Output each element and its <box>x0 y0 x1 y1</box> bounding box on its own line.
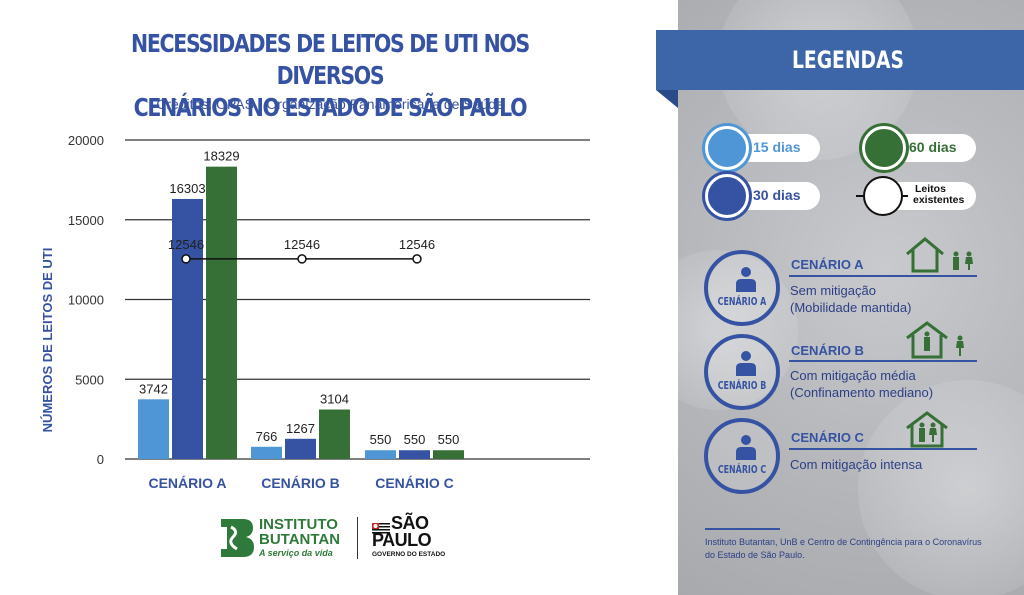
y-tick-label: 15000 <box>68 213 104 228</box>
scenario-divider <box>789 275 977 277</box>
sao-paulo-flag-icon <box>372 523 390 535</box>
credits: Instituto Butantan, UnB e Centro de Cont… <box>705 536 1024 562</box>
chart-title-line-1: NECESSIDADES DE LEITOS DE UTI NOS DIVERS… <box>130 29 530 90</box>
credit-line-2: do Estado de São Paulo. <box>705 550 805 560</box>
bar-value-label: 550 <box>438 432 460 447</box>
sao-paulo-name: SÃO PAULO <box>372 513 432 550</box>
legend-banner <box>656 30 1024 90</box>
legend-label: Leitos existentes <box>913 184 964 206</box>
y-tick-label: 20000 <box>68 133 104 148</box>
line-point <box>412 254 422 264</box>
butantan-line-2: BUTANTAN <box>259 531 341 548</box>
butantan-tagline: A serviço da vida <box>259 548 333 558</box>
bar-value-labels: 3742 16303 18329 766 1267 3104 550 550 550 <box>139 149 459 448</box>
line-point <box>297 254 307 264</box>
bar <box>399 450 430 459</box>
bar <box>138 399 169 459</box>
bar-value-label: 18329 <box>203 149 239 164</box>
x-tick-label: CENÁRIO C <box>375 475 454 491</box>
y-axis-ticks: 0 5000 10000 15000 20000 <box>68 133 104 467</box>
sp-line-2: PAULO <box>372 530 432 550</box>
legend-label: 15 dias <box>753 139 801 155</box>
scenario-description: Com mitigação média (Confinamento median… <box>790 367 933 401</box>
bar-value-label: 766 <box>256 429 278 444</box>
person-icon <box>736 435 756 460</box>
virus-background-graphic <box>858 380 1024 595</box>
scenario-heading: CENÁRIO C <box>791 430 864 445</box>
scenario-description-line-2: (Confinamento mediano) <box>790 385 934 400</box>
legend-hollow-circle-icon <box>863 176 903 216</box>
scenario-description-line-1: Com mitigação média <box>790 368 916 383</box>
credit-divider <box>705 528 780 530</box>
scenario-badge-label: CENÁRIO A <box>717 295 767 308</box>
person-in-house-icon <box>906 321 964 359</box>
people-in-house-icon <box>906 411 948 448</box>
bars <box>138 166 464 459</box>
y-tick-label: 10000 <box>68 293 104 308</box>
x-tick-label: CENÁRIO B <box>261 475 340 491</box>
bar <box>206 166 237 459</box>
line-point-label: 12546 <box>399 237 435 252</box>
legend-label: 30 dias <box>753 187 801 203</box>
scenario-badge: CENÁRIO A <box>704 250 780 326</box>
bar-chart: 0 5000 10000 15000 20000 NÚMEROS DE LEITOS D… <box>40 133 590 491</box>
scenario-heading: CENÁRIO B <box>791 343 864 358</box>
bar-value-label: 550 <box>404 432 426 447</box>
y-tick-label: 0 <box>97 452 104 467</box>
chart-subtitle: Créditos: OPAS - Organização Panamerican… <box>156 96 504 112</box>
sp-line-1: SÃO <box>391 513 429 533</box>
scenario-badge-label: CENÁRIO C <box>717 463 767 476</box>
sp-tagline: GOVERNO DO ESTADO <box>372 551 446 558</box>
person-icon <box>736 351 756 376</box>
scenario-badge-label: CENÁRIO B <box>717 379 767 392</box>
scenario-badge: CENÁRIO B <box>704 334 780 410</box>
scenario-description: Sem mitigação (Mobilidade mantida) <box>790 282 911 316</box>
existing-beds-line: 12546 12546 12546 <box>168 237 435 264</box>
line-point-label: 12546 <box>284 237 320 252</box>
legend-swatch-30-dias-icon <box>705 174 749 218</box>
logos: INSTITUTO BUTANTAN A serviço da vida SÃO… <box>215 513 455 565</box>
credit-line-1: Instituto Butantan, UnB e Centro de Cont… <box>705 537 982 547</box>
legend-swatch-15-dias-icon <box>705 126 749 170</box>
scenario-description: Com mitigação intensa <box>790 456 922 473</box>
bar-value-label: 1267 <box>286 421 315 436</box>
scenario-heading: CENÁRIO A <box>791 257 864 272</box>
x-axis-ticks: CENÁRIO A CENÁRIO B CENÁRIO C <box>148 475 453 491</box>
legend-label: 60 dias <box>909 139 957 155</box>
butantan-logo-icon <box>221 519 254 557</box>
bar-value-label: 16303 <box>169 181 205 196</box>
chart-title: NECESSIDADES DE LEITOS DE UTI NOS DIVERS… <box>109 28 552 124</box>
line-point <box>181 254 191 264</box>
bar <box>433 450 464 459</box>
bar <box>319 409 350 459</box>
y-axis-label: NÚMEROS DE LEITOS DE UTI <box>40 248 55 433</box>
chart-title-line-2: CENÁRIOS NO ESTADO DE SÃO PAULO <box>133 93 528 122</box>
logo-divider <box>357 517 358 559</box>
scenario-badge: CENÁRIO C <box>704 418 780 494</box>
legend-title: LEGENDAS <box>791 46 905 74</box>
bar <box>285 438 316 459</box>
bar-value-label: 3104 <box>320 391 349 406</box>
x-tick-label: CENÁRIO A <box>148 475 226 491</box>
scenario-description-line-1: Sem mitigação <box>790 283 876 298</box>
scenario-description-line-2: (Mobilidade mantida) <box>790 300 912 315</box>
people-outside-house-icon <box>906 237 973 273</box>
legend-swatch-60-dias-icon <box>862 126 906 170</box>
bar <box>172 198 203 459</box>
scenario-description-line-1: Com mitigação intensa <box>790 457 923 472</box>
bar-value-label: 550 <box>370 432 392 447</box>
legend-label-line-1: Leitos <box>915 183 946 195</box>
line-point-label: 12546 <box>168 237 204 252</box>
scenario-divider <box>789 448 977 450</box>
butantan-name: INSTITUTO BUTANTAN <box>259 517 340 547</box>
legend-label-line-2: existentes <box>913 194 965 206</box>
person-icon <box>736 267 756 292</box>
scenario-divider <box>789 360 977 362</box>
y-tick-label: 5000 <box>75 372 104 387</box>
bar-value-label: 3742 <box>139 381 168 396</box>
bar <box>365 450 396 459</box>
bar <box>251 446 282 459</box>
butantan-line-1: INSTITUTO <box>259 516 338 533</box>
legend-banner-fold <box>656 90 678 108</box>
